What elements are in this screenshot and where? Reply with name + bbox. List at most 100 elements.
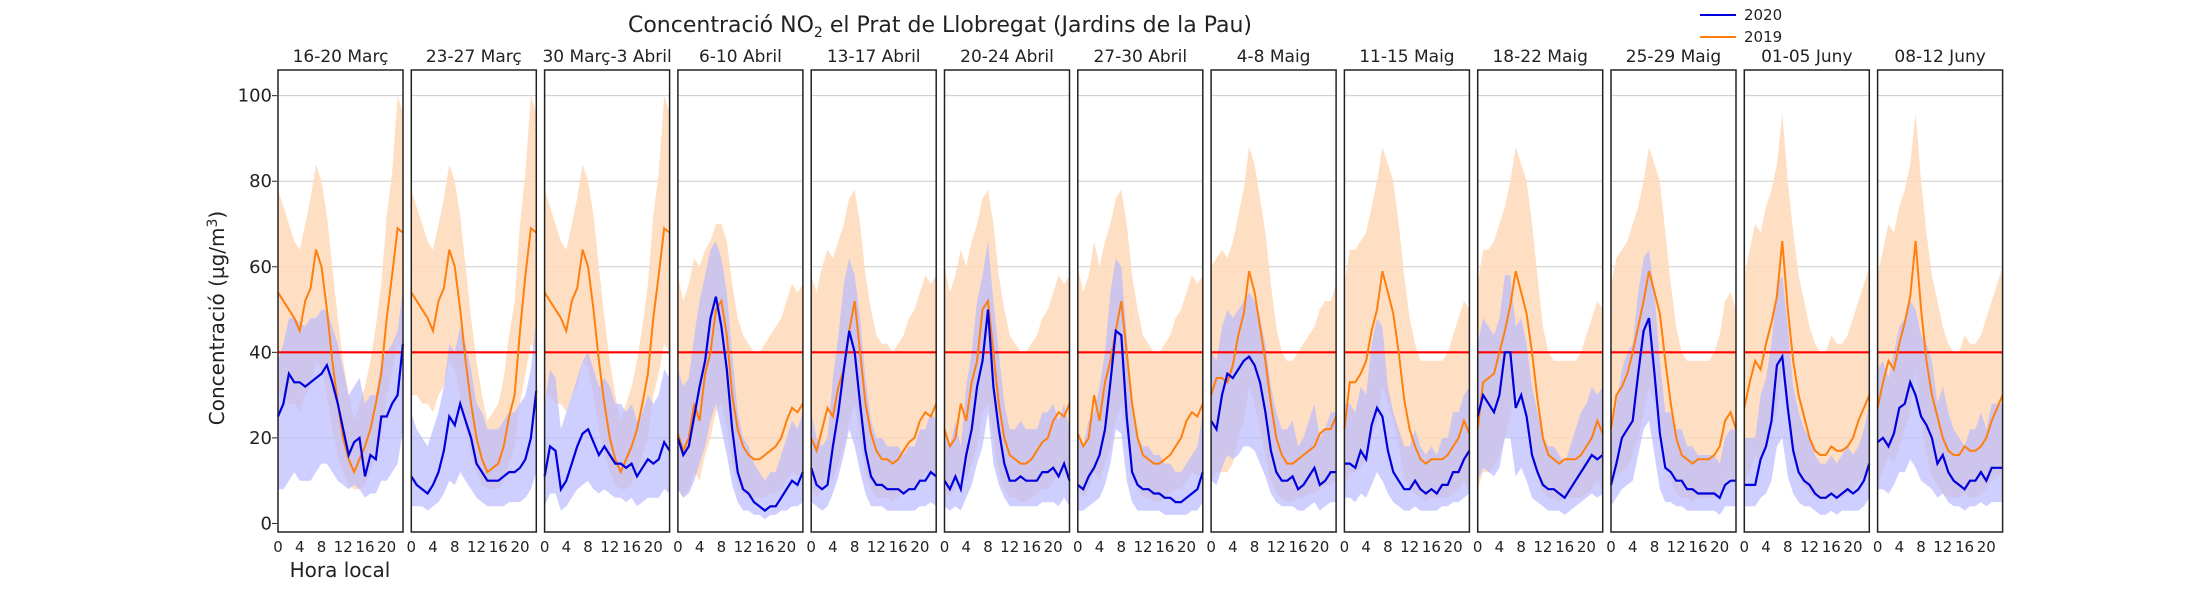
panel-title: 01-05 Juny xyxy=(1761,47,1852,67)
band-2020 xyxy=(1344,318,1470,511)
x-tick-label: 12 xyxy=(467,538,486,556)
x-tick-label: 8 xyxy=(850,538,860,556)
panel-frame xyxy=(943,69,1071,533)
x-tick-label: 20 xyxy=(1310,538,1329,556)
panel-title: 25-29 Maig xyxy=(1626,47,1721,67)
band-2019 xyxy=(278,95,403,490)
x-tick-label: 16 xyxy=(1155,538,1174,556)
series-2019-line xyxy=(1743,241,1871,456)
y-tick-label: 100 xyxy=(238,86,272,107)
series-2019-line xyxy=(410,226,537,474)
x-tick-label: 8 xyxy=(1650,538,1660,556)
panel-title: 30 Març-3 Abril xyxy=(542,47,671,67)
x-tick-label: 12 xyxy=(1933,538,1952,556)
x-tick-label: 4 xyxy=(828,538,838,556)
x-tick-label: 4 xyxy=(1361,538,1371,556)
x-tick-label: 0 xyxy=(407,538,417,556)
series-2020-line xyxy=(1210,354,1337,491)
x-tick-label: 8 xyxy=(317,538,327,556)
panel-title: 4-8 Maig xyxy=(1237,47,1311,67)
band-2020 xyxy=(544,352,670,511)
legend-label-2019: 2019 xyxy=(1744,28,1782,46)
band-2020 xyxy=(944,241,1070,511)
panel-title: 13-17 Abril xyxy=(827,47,921,67)
y-tick-label: 60 xyxy=(249,257,272,278)
panel-title: 11-15 Maig xyxy=(1359,47,1454,67)
series-2020-line xyxy=(1344,405,1471,496)
x-tick-label: 12 xyxy=(867,538,886,556)
y-axis-label: Concentració (µg/m3) xyxy=(205,211,229,426)
panel: 13-17 Abril 0 4 8 12 16 20 xyxy=(806,47,938,556)
x-tick-label: 20 xyxy=(1977,538,1996,556)
x-tick-label: 8 xyxy=(983,538,993,556)
x-tick-label: 20 xyxy=(510,538,529,556)
series-2019-line xyxy=(543,226,671,475)
y-tick-label: 40 xyxy=(249,342,272,363)
x-tick-label: 0 xyxy=(1073,538,1083,556)
band-2019 xyxy=(411,95,537,490)
series-2020-line xyxy=(1609,317,1736,500)
panel-title: 6-10 Abril xyxy=(699,47,782,67)
panel-title: 23-27 Març xyxy=(426,47,522,67)
panel-frame xyxy=(677,69,804,533)
x-tick-label: 16 xyxy=(1022,538,1041,556)
x-tick-label: 4 xyxy=(295,538,305,556)
x-tick-label: 20 xyxy=(1710,538,1729,556)
panel: 08-12 Juny 0 4 8 12 16 20 xyxy=(1873,47,2004,556)
panel-frame xyxy=(1476,69,1604,533)
band-2020 xyxy=(1744,275,1870,515)
x-tick-label: 16 xyxy=(355,538,374,556)
x-tick-label: 20 xyxy=(1444,538,1463,556)
band-2020 xyxy=(677,241,803,520)
x-tick-label: 20 xyxy=(377,538,396,556)
panel-frame xyxy=(410,69,538,533)
x-tick-label: 4 xyxy=(1895,538,1905,556)
x-axis-label: Hora local xyxy=(290,558,391,582)
y-tick-label: 20 xyxy=(249,428,272,449)
series-2020-line xyxy=(676,296,804,513)
panel: 16-20 Març 0 4 8 12 16 20 xyxy=(273,47,405,556)
series-2019-line xyxy=(676,298,804,461)
x-tick-label: 20 xyxy=(1044,538,1063,556)
x-tick-label: 8 xyxy=(1516,538,1526,556)
x-tick-label: 4 xyxy=(1628,538,1638,556)
series-2019-line xyxy=(1076,300,1204,465)
x-tick-label: 0 xyxy=(1206,538,1216,556)
x-tick-label: 20 xyxy=(1577,538,1596,556)
x-tick-label: 12 xyxy=(1533,538,1552,556)
series-2020-line xyxy=(276,343,405,477)
x-tick-label: 0 xyxy=(1473,538,1483,556)
x-tick-label: 16 xyxy=(755,538,774,556)
series-2020-line xyxy=(943,309,1071,494)
panel: 27-30 Abril 0 4 8 12 16 20 xyxy=(1073,47,1204,556)
panel-title: 20-24 Abril xyxy=(960,47,1054,67)
x-tick-label: 4 xyxy=(1495,538,1505,556)
x-tick-label: 16 xyxy=(622,538,641,556)
band-2020 xyxy=(1611,249,1736,515)
x-tick-label: 8 xyxy=(1783,538,1793,556)
x-tick-label: 12 xyxy=(734,538,753,556)
band-2019 xyxy=(544,95,670,490)
x-tick-label: 4 xyxy=(428,538,438,556)
x-tick-label: 8 xyxy=(583,538,593,556)
panel-frame xyxy=(1610,69,1737,533)
x-tick-label: 0 xyxy=(806,538,816,556)
series-2019-line xyxy=(1876,241,2004,456)
x-tick-label: 16 xyxy=(1422,538,1441,556)
chart-title: Concentració NO2 el Prat de Llobregat (J… xyxy=(628,13,1252,41)
x-tick-label: 16 xyxy=(1289,538,1308,556)
series-2020-line xyxy=(543,427,671,493)
x-tick-label: 12 xyxy=(1000,538,1019,556)
x-tick-label: 8 xyxy=(450,538,460,556)
x-tick-label: 20 xyxy=(644,538,663,556)
x-tick-label: 12 xyxy=(334,538,353,556)
x-tick-label: 8 xyxy=(717,538,727,556)
x-tick-label: 20 xyxy=(1177,538,1196,556)
x-tick-label: 4 xyxy=(961,538,971,556)
legend-label-2020: 2020 xyxy=(1744,6,1782,24)
band-2020 xyxy=(278,288,403,498)
series-2020-line xyxy=(410,390,538,496)
x-tick-label: 8 xyxy=(1250,538,1260,556)
x-tick-label: 16 xyxy=(1688,538,1707,556)
